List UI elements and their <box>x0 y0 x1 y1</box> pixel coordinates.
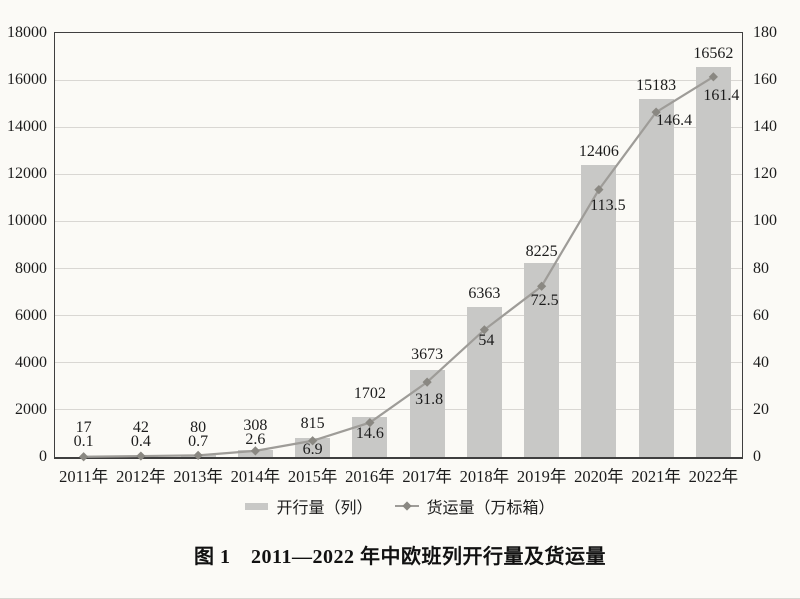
x-tick: 2016年 <box>345 467 395 486</box>
line-value-label: 0.7 <box>188 433 209 451</box>
line-value-label: 113.5 <box>590 196 626 214</box>
y-tick-left: 8000 <box>15 259 47 277</box>
y-tick-left: 4000 <box>15 353 47 371</box>
y-tick-left: 16000 <box>7 71 47 89</box>
diamond-icon <box>401 501 412 511</box>
bar-value-label: 15183 <box>636 77 677 95</box>
bar <box>123 456 159 457</box>
y-tick-right: 140 <box>753 118 777 136</box>
bar <box>409 370 445 457</box>
line-value-label: 72.5 <box>530 292 559 310</box>
line-value-label: 0.4 <box>130 433 151 451</box>
bar-value-label: 6363 <box>468 285 501 303</box>
x-tick: 2021年 <box>631 467 681 486</box>
bar-value-label: 16562 <box>693 44 734 62</box>
y-tick-left: 18000 <box>7 24 47 41</box>
x-tick: 2015年 <box>287 467 338 486</box>
x-tick: 2019年 <box>516 467 567 486</box>
x-tick: 2011年 <box>59 467 109 486</box>
line-value-label: 146.4 <box>656 112 693 130</box>
bar-value-label: 1702 <box>353 384 386 402</box>
y-tick-right: 160 <box>753 71 777 89</box>
x-tick: 2012年 <box>116 467 166 486</box>
figure-caption: 图 1 2011—2022 年中欧班列开行量及货运量 <box>194 546 606 568</box>
line-value-label: 6.9 <box>302 440 323 458</box>
y-tick-right: 40 <box>753 353 769 371</box>
legend-item-bars: 开行量（列） <box>245 494 373 518</box>
line-value-label: 2.6 <box>245 430 266 448</box>
bar <box>638 99 674 457</box>
x-tick: 2020年 <box>574 467 624 486</box>
legend-label-bars: 开行量（列） <box>276 500 373 517</box>
y-tick-left: 0 <box>39 448 47 465</box>
line-value-label: 31.8 <box>415 391 444 409</box>
bar <box>237 449 273 457</box>
x-tick: 2022年 <box>688 467 739 486</box>
y-tick-left: 14000 <box>7 118 47 136</box>
line-value-label: 161.4 <box>703 86 740 104</box>
bar-value-label: 3673 <box>411 346 444 364</box>
bar-swatch-icon <box>245 502 269 510</box>
line-swatch-icon <box>394 501 419 511</box>
bar <box>695 66 731 457</box>
y-tick-left: 6000 <box>15 306 47 324</box>
y-tick-right: 100 <box>753 212 777 230</box>
y-tick-left: 12000 <box>7 165 47 183</box>
x-tick: 2018年 <box>459 467 510 486</box>
bar-value-label: 815 <box>300 414 325 432</box>
legend-label-line: 货运量（万标箱） <box>426 500 555 517</box>
y-tick-left: 2000 <box>15 400 47 418</box>
line-value-label: 54 <box>478 331 495 349</box>
y-tick-right: 80 <box>753 259 769 277</box>
line-value-label: 0.1 <box>73 432 94 450</box>
bar <box>180 455 216 457</box>
bar <box>466 307 502 457</box>
x-tick: 2013年 <box>173 467 223 486</box>
line-value-label: 14.6 <box>355 424 384 442</box>
y-tick-left: 10000 <box>7 212 47 230</box>
y-tick-right: 20 <box>753 400 769 418</box>
y-tick-right: 120 <box>753 165 777 183</box>
x-tick: 2017年 <box>402 467 452 486</box>
y-tick-right: 180 <box>753 24 777 41</box>
x-tick: 2014年 <box>230 467 281 486</box>
bar-value-label: 8225 <box>525 243 558 261</box>
y-tick-right: 0 <box>753 448 761 465</box>
legend-item-line: 货运量（万标箱） <box>394 494 555 518</box>
legend: 开行量（列） 货运量（万标箱） <box>0 494 800 518</box>
bar-value-label: 12406 <box>578 142 619 160</box>
y-tick-right: 60 <box>753 306 769 324</box>
